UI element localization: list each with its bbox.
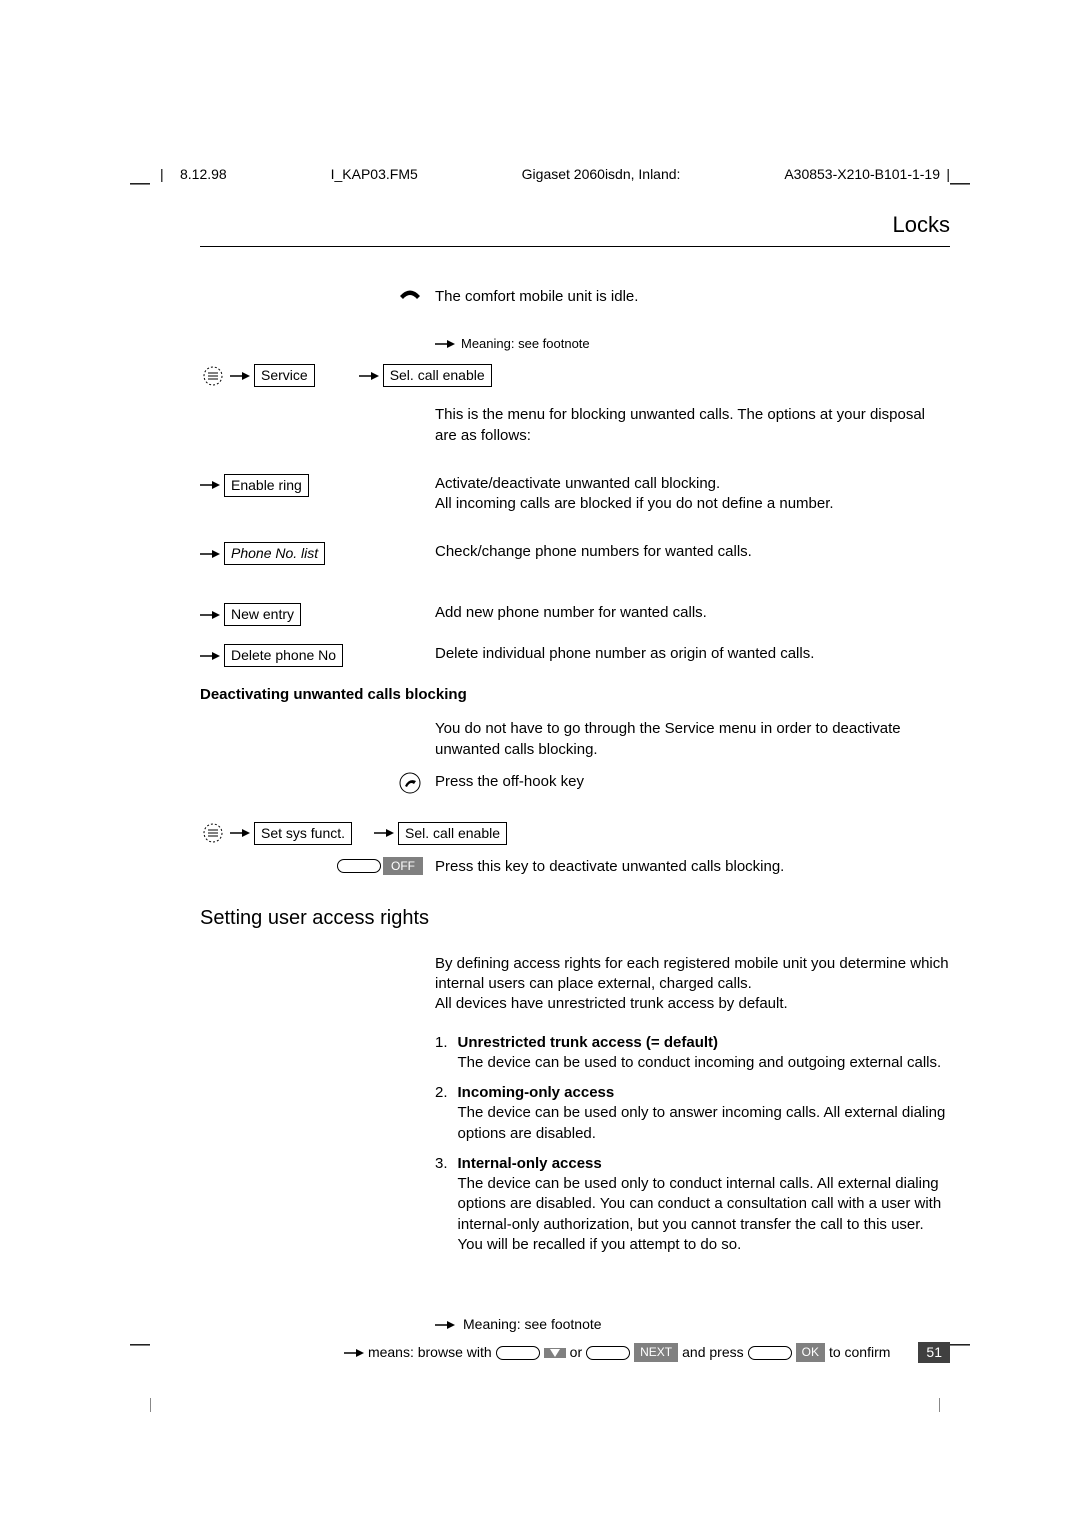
menu-icon [200, 822, 226, 844]
arrow-icon [230, 828, 250, 838]
footer-or: or [570, 1343, 582, 1362]
arrow-icon [200, 549, 220, 559]
list-item: 3. Internal-only access The device can b… [435, 1154, 950, 1255]
enable-ring-box: Enable ring [224, 474, 309, 497]
page-number: 51 [918, 1342, 950, 1363]
new-entry-box: New entry [224, 603, 301, 626]
menu-intro: This is the menu for blocking unwanted c… [435, 406, 925, 443]
handset-down-icon [397, 287, 423, 301]
arrow-icon [435, 1320, 455, 1330]
crop-mark: — [950, 1331, 970, 1358]
set-sys-box: Set sys funct. [254, 822, 352, 845]
arrow-icon [230, 371, 250, 381]
footer-and-press: and press [682, 1343, 743, 1362]
next-key: NEXT [634, 1343, 678, 1361]
section-title-bar: Locks [200, 210, 950, 247]
meta-code: A30853-X210-B101-1-19 [784, 165, 940, 184]
phone-list-box: Phone No. list [224, 542, 325, 565]
crop-mark: — [950, 170, 970, 197]
footer-means: means: browse with [368, 1343, 492, 1362]
off-softkey: OFF [337, 857, 423, 875]
enable-ring-line2: All incoming calls are blocked if you do… [435, 494, 950, 514]
crop-mark: — [130, 1331, 150, 1358]
section-title: Locks [893, 212, 950, 237]
delete-no-box: Delete phone No [224, 644, 343, 667]
press-off-text: Press this key to deactivate unwanted ca… [435, 858, 784, 875]
enable-ring-line1: Activate/deactivate unwanted call blocki… [435, 474, 950, 494]
ok-key: OK [796, 1343, 825, 1361]
delete-no-desc: Delete individual phone number as origin… [435, 645, 814, 662]
off-label: OFF [383, 857, 423, 875]
header-meta: | 8.12.98 I_KAP03.FM5 Gigaset 2060isdn, … [180, 165, 940, 184]
footer-bar: means: browse with or NEXT and press OK … [200, 1342, 950, 1363]
footnote-meaning: Meaning: see footnote [200, 1315, 950, 1334]
meta-date: 8.12.98 [180, 165, 227, 184]
access-heading: Setting user access rights [200, 905, 950, 932]
softkey-icon [748, 1346, 792, 1360]
offhook-icon [397, 772, 423, 794]
deactivating-heading: Deactivating unwanted calls blocking [200, 685, 950, 705]
phone-list-desc: Check/change phone numbers for wanted ca… [435, 543, 752, 560]
arrow-icon [359, 371, 379, 381]
down-key-icon [544, 1348, 566, 1358]
arrow-icon [200, 651, 220, 661]
list-item: 1. Unrestricted trunk access (= default)… [435, 1033, 950, 1074]
footer-confirm: to confirm [829, 1343, 890, 1362]
arrow-icon [200, 480, 220, 490]
meta-file: I_KAP03.FM5 [331, 165, 418, 184]
idle-text: The comfort mobile unit is idle. [435, 288, 638, 305]
softkey-icon [496, 1346, 540, 1360]
access-list: 1. Unrestricted trunk access (= default)… [435, 1033, 950, 1256]
new-entry-desc: Add new phone number for wanted calls. [435, 604, 707, 621]
crop-mark: — [130, 170, 150, 197]
menu-icon [200, 365, 226, 387]
access-intro: By defining access rights for each regis… [435, 954, 950, 1015]
sel-call-enable-box: Sel. call enable [383, 364, 492, 387]
deact-intro: You do not have to go through the Servic… [435, 720, 901, 757]
arrow-icon [344, 1348, 364, 1358]
meaning-note: Meaning: see footnote [461, 335, 590, 353]
softkey-icon [586, 1346, 630, 1360]
service-box: Service [254, 364, 315, 387]
arrow-icon [435, 339, 455, 349]
meta-product: Gigaset 2060isdn, Inland: [522, 165, 681, 184]
arrow-icon [374, 828, 394, 838]
press-offhook: Press the off-hook key [435, 773, 584, 790]
list-item: 2. Incoming-only access The device can b… [435, 1083, 950, 1144]
sel-call-enable-box-2: Sel. call enable [398, 822, 507, 845]
arrow-icon [200, 610, 220, 620]
